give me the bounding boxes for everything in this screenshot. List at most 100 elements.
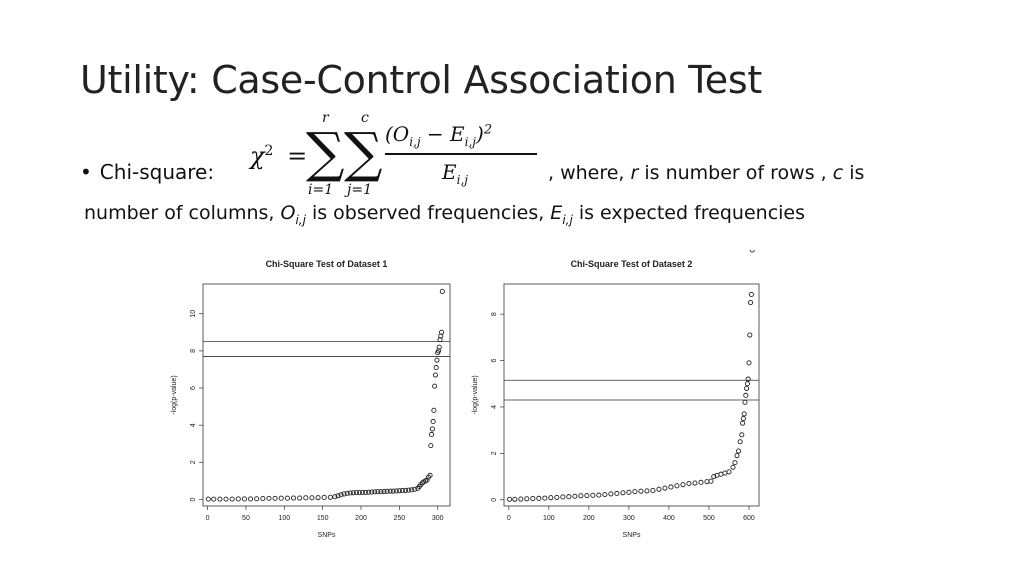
x-tick-label: 300 <box>432 515 444 522</box>
data-point <box>393 488 399 494</box>
formula-den-sub: i,j <box>456 173 468 187</box>
data-point <box>572 493 578 499</box>
description-line-2: number of columns, Oi,j is observed freq… <box>84 202 805 227</box>
y-axis-label: -log(p-value) <box>472 375 479 414</box>
data-point <box>686 480 692 487</box>
data-point <box>590 492 596 498</box>
desc1-is: is <box>843 162 865 184</box>
data-point <box>566 494 572 500</box>
formula-fraction-bar <box>385 153 537 155</box>
data-point <box>740 415 746 422</box>
data-point <box>608 491 614 497</box>
data-point <box>430 418 436 425</box>
data-point <box>730 464 736 470</box>
data-point <box>223 496 229 502</box>
desc2-columns: number of columns, <box>84 202 281 224</box>
data-point <box>439 288 445 294</box>
data-point <box>260 496 266 502</box>
data-point <box>353 490 359 496</box>
data-point <box>632 489 638 495</box>
data-point <box>736 448 742 454</box>
data-point <box>748 291 754 297</box>
data-point <box>439 329 445 335</box>
data-point <box>432 372 438 378</box>
data-point <box>741 411 747 417</box>
data-point <box>737 439 743 445</box>
data-point <box>284 495 290 501</box>
x-tick-label: 300 <box>623 515 635 522</box>
data-point <box>554 494 560 500</box>
bullet-dot: • <box>80 160 92 184</box>
data-point <box>524 496 530 502</box>
y-tick-label: 6 <box>491 359 498 363</box>
x-tick-label: 100 <box>278 515 290 522</box>
data-point <box>372 489 378 495</box>
data-point <box>409 487 415 493</box>
data-point <box>381 488 387 495</box>
y-tick-label: 4 <box>491 405 498 409</box>
data-point <box>668 484 674 490</box>
data-point <box>309 495 315 501</box>
formula-num-sub2: i,j <box>464 135 477 149</box>
x-tick-label: 0 <box>206 515 210 522</box>
data-point <box>620 490 626 496</box>
data-point <box>674 483 680 489</box>
formula-lhs: χ2 = <box>250 142 307 170</box>
data-point <box>436 344 442 350</box>
chi-square-formula: χ2 = ∑ r i=1 ∑ c j=1 (Oi,j − Ei,j)2 Ei,j <box>250 108 550 204</box>
data-point <box>746 360 752 366</box>
data-point <box>375 489 381 495</box>
x-tick-label: 500 <box>703 515 715 522</box>
desc1-rows: is number of rows , <box>638 162 833 184</box>
y-tick-label: 2 <box>491 451 498 455</box>
data-point <box>399 488 405 494</box>
x-tick-label: 600 <box>743 515 755 522</box>
data-point <box>744 381 750 387</box>
data-point <box>602 492 608 498</box>
chart-dataset-1: Chi-Square Test of Dataset 10 50 100 150 200… <box>171 259 451 539</box>
data-point <box>732 460 738 466</box>
data-point <box>596 492 602 498</box>
data-point <box>344 490 350 496</box>
data-point <box>429 426 435 432</box>
data-point <box>734 453 740 459</box>
desc2-observed: is observed frequencies, <box>305 202 551 224</box>
data-point <box>412 486 418 492</box>
data-point <box>272 495 278 501</box>
data-point <box>347 490 353 496</box>
data-point <box>321 494 327 501</box>
data-point <box>235 496 241 502</box>
desc1-c: c <box>832 162 844 184</box>
data-point <box>350 490 356 496</box>
data-point <box>518 496 524 502</box>
data-point <box>396 488 402 494</box>
data-point <box>742 399 748 405</box>
formula-sum2-upper: c <box>361 110 369 126</box>
data-point <box>341 491 347 497</box>
data-point <box>718 471 724 477</box>
chart-title: Chi-Square Test of Dataset 1 <box>266 259 388 269</box>
x-tick-label: 50 <box>242 515 250 522</box>
data-point <box>402 487 409 493</box>
x-tick-label: 250 <box>394 515 406 522</box>
data-point <box>745 376 751 382</box>
data-point <box>704 479 710 485</box>
formula-chi-power: 2 <box>264 143 274 159</box>
data-point <box>743 392 749 398</box>
formula-num-minus: − E <box>420 122 465 146</box>
formula-chi: χ <box>250 142 265 170</box>
data-point <box>356 490 363 496</box>
x-tick-label: 150 <box>317 515 329 522</box>
data-point <box>387 488 393 494</box>
data-point <box>266 495 272 501</box>
data-point <box>278 495 284 501</box>
data-point <box>638 488 644 494</box>
data-point <box>205 496 211 502</box>
data-point <box>744 385 750 391</box>
data-point <box>406 487 412 493</box>
data-point <box>662 485 668 491</box>
x-axis-label: SNPs <box>318 532 336 539</box>
data-point <box>656 486 662 492</box>
formula-den-e: E <box>442 160 457 184</box>
data-point <box>390 488 396 494</box>
